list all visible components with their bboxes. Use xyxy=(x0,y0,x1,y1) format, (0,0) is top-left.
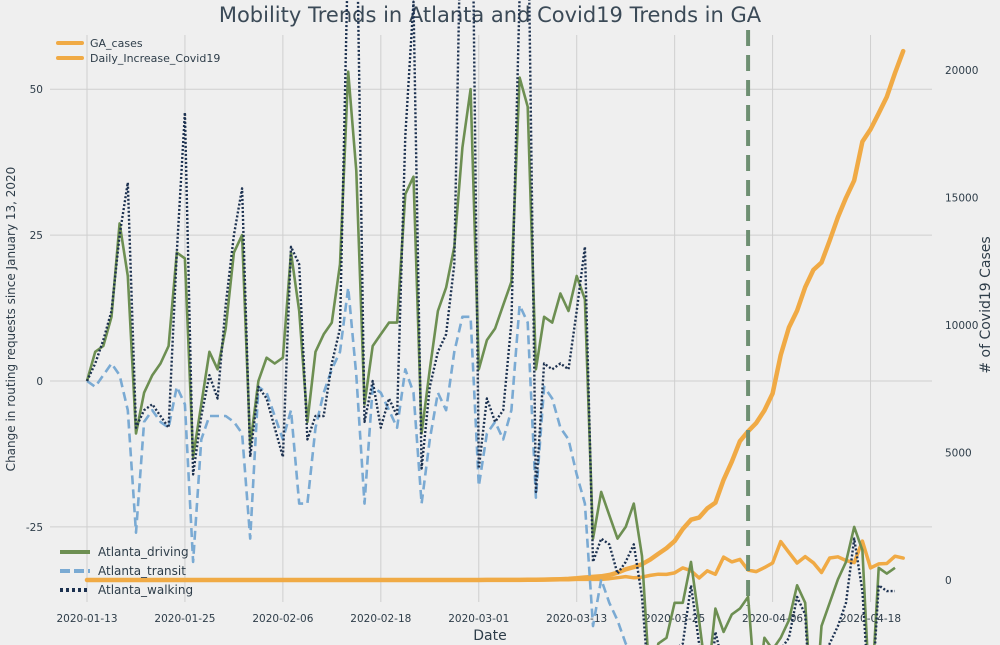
series-lines xyxy=(84,0,906,645)
series-line-atlanta_walking xyxy=(85,0,895,645)
x-tick-label: 2020-03-13 xyxy=(546,613,607,625)
x-tick-label: 2020-02-18 xyxy=(350,613,411,625)
series-line-ga_cases xyxy=(84,48,906,583)
legend-label-atlanta_walking: Atlanta_walking xyxy=(98,583,193,597)
x-tick-label: 2020-04-18 xyxy=(840,613,901,625)
series-line-atlanta_transit xyxy=(86,286,629,645)
right-y-ticks: 0 5000 10000 15000 20000 xyxy=(945,65,978,587)
left-tick-label: 25 xyxy=(30,230,43,242)
chart-title: Mobility Trends in Atlanta and Covid19 T… xyxy=(219,3,762,27)
x-tick-label: 2020-03-25 xyxy=(644,613,705,625)
right-tick-label: 0 xyxy=(945,575,952,587)
left-tick-label: 0 xyxy=(36,376,43,388)
right-tick-label: 5000 xyxy=(945,448,972,460)
left-y-ticks: -75-50-250255075100 xyxy=(26,84,43,534)
legend-label-ga_cases: GA_cases xyxy=(90,37,143,50)
right-y-axis-label: # of Covid19 Cases xyxy=(978,236,994,373)
left-tick-label: 50 xyxy=(30,84,43,96)
right-tick-label: 15000 xyxy=(945,193,978,205)
left-y-axis-label: Change in routing requests since January… xyxy=(4,167,18,472)
x-ticks: 2020-01-13 2020-01-25 2020-02-06 2020-02-18… xyxy=(56,613,901,625)
legend-label-atlanta_driving: Atlanta_driving xyxy=(98,545,189,559)
series-line-daily_increase_covid19 xyxy=(85,539,905,582)
x-tick-label: 2020-02-06 xyxy=(252,613,313,625)
x-tick-label: 2020-01-25 xyxy=(154,613,215,625)
x-axis-label: Date xyxy=(473,628,506,644)
x-tick-label: 2020-01-13 xyxy=(56,613,117,625)
legend-top: GA_cases Daily_Increase_Covid19 xyxy=(56,37,220,65)
right-tick-label: 10000 xyxy=(945,320,978,332)
x-tick-label: 2020-03-01 xyxy=(448,613,509,625)
legend-bottom: Atlanta_driving Atlanta_transit Atlanta_wa… xyxy=(60,545,193,597)
series-line-atlanta_driving xyxy=(85,70,896,645)
left-tick-label: -25 xyxy=(26,522,43,534)
right-tick-label: 20000 xyxy=(945,65,978,77)
legend-label-atlanta_transit: Atlanta_transit xyxy=(98,564,186,578)
legend-label-daily_increase_covid19: Daily_Increase_Covid19 xyxy=(90,52,220,65)
